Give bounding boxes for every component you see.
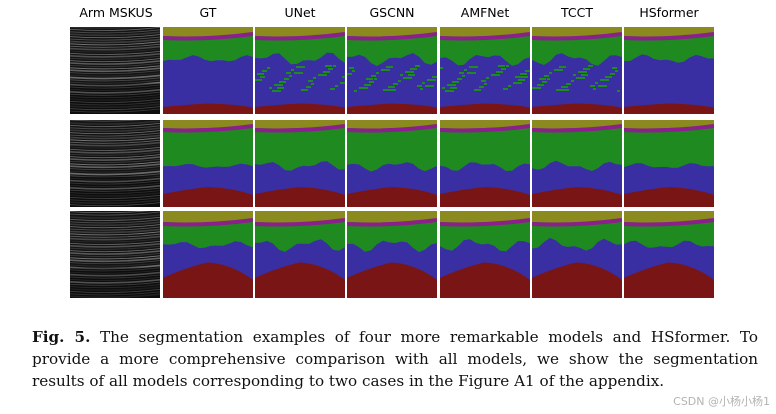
segmentation-mask-row3-gt: [163, 211, 253, 298]
segmentation-mask-row2-tcct: [532, 120, 622, 207]
column-header-gscnn: GSCNN: [369, 5, 415, 20]
segmentation-mask-row3-hsformer: [624, 211, 714, 298]
column-header-tcct: TCCT: [561, 5, 593, 20]
segmentation-mask-row2-hsformer: [624, 120, 714, 207]
segmentation-mask-row1-tcct: [532, 27, 622, 114]
segmentation-mask-row2-amfnet: [440, 120, 530, 207]
column-header-unet: UNet: [284, 5, 316, 20]
watermark: CSDN @小杨小杨1: [673, 395, 770, 408]
segmentation-mask-row2-unet: [255, 120, 345, 207]
column-header-hsformer: HSformer: [639, 5, 699, 20]
segmentation-figure: Arm MSKUS GT UNet GSCNN AMFNet TCCT HSfo…: [70, 5, 714, 298]
segmentation-mask-row1-hsformer: [624, 27, 714, 114]
column-header-amfnet: AMFNet: [460, 5, 510, 20]
segmentation-mask-row1-gt: [163, 27, 253, 114]
segmentation-mask-row1-amfnet: [440, 27, 530, 114]
segmentation-mask-row1-gscnn: [347, 27, 437, 114]
segmentation-mask-row2-gt: [163, 120, 253, 207]
segmentation-mask-row3-amfnet: [440, 211, 530, 298]
figure-caption: Fig. 5. The segmentation examples of fou…: [32, 326, 758, 392]
ultrasound-image-row3-arm-mskus: [70, 211, 160, 298]
caption-label: Fig. 5.: [32, 328, 91, 346]
ultrasound-image-row2-arm-mskus: [70, 120, 160, 207]
caption-text: The segmentation examples of four more r…: [32, 328, 758, 390]
segmentation-mask-row3-tcct: [532, 211, 622, 298]
segmentation-mask-row2-gscnn: [347, 120, 437, 207]
segmentation-mask-row3-gscnn: [347, 211, 437, 298]
segmentation-mask-row1-unet: [255, 27, 345, 114]
ultrasound-image-row1-arm-mskus: [70, 27, 160, 114]
column-header-arm-mskus: Arm MSKUS: [79, 5, 153, 20]
segmentation-mask-row3-unet: [255, 211, 345, 298]
column-header-gt: GT: [199, 5, 217, 20]
